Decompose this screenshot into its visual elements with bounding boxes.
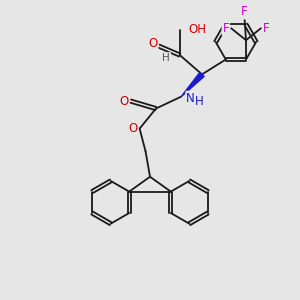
Text: OH: OH	[189, 23, 207, 36]
Text: F: F	[241, 5, 248, 18]
Text: H: H	[195, 95, 204, 109]
Text: O: O	[128, 122, 138, 135]
Text: O: O	[148, 37, 158, 50]
Text: F: F	[263, 22, 269, 35]
Polygon shape	[181, 72, 204, 97]
Text: H: H	[163, 53, 170, 63]
Text: O: O	[119, 94, 129, 108]
Text: N: N	[186, 92, 195, 105]
Text: F: F	[223, 22, 229, 35]
